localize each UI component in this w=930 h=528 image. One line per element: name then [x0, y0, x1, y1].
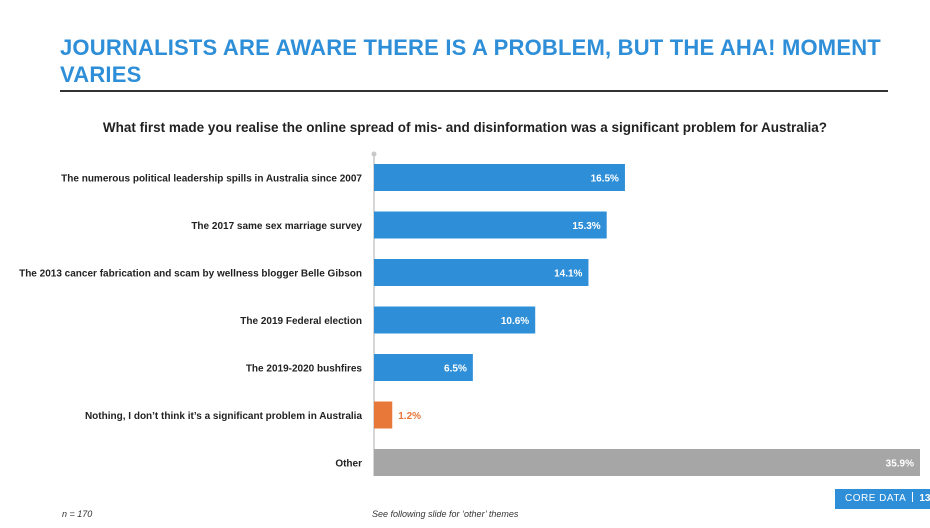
- bar: [374, 306, 536, 334]
- bar: [374, 259, 589, 286]
- value-label: 14.1%: [554, 269, 582, 280]
- category-label: The numerous political leadership spills…: [61, 174, 362, 185]
- axis-cap: [371, 151, 377, 157]
- other-themes-note: See following slide for ‘other’ themes: [372, 509, 519, 519]
- brand-footer: CORE DATA 13: [835, 489, 930, 509]
- title-underline: [60, 90, 888, 92]
- value-label: 15.3%: [572, 221, 600, 232]
- bar: [374, 401, 393, 429]
- bar: [374, 354, 473, 381]
- value-label: 6.5%: [444, 364, 467, 375]
- category-label: Nothing, I don’t think it’s a significan…: [85, 411, 362, 422]
- value-label: 10.6%: [501, 316, 529, 327]
- category-label: Other: [335, 459, 362, 470]
- category-label: The 2013 cancer fabrication and scam by …: [19, 269, 362, 280]
- sample-size-note: n = 170: [62, 509, 93, 519]
- bar-chart: The numerous political leadership spills…: [19, 151, 920, 476]
- brand-separator: [912, 492, 914, 502]
- slide-title: JOURNALISTS ARE AWARE THERE IS A PROBLEM…: [60, 35, 881, 87]
- bar: [374, 211, 607, 239]
- bar: [374, 449, 920, 476]
- bar: [374, 164, 625, 191]
- page-number: 13: [919, 493, 930, 504]
- category-label: The 2019 Federal election: [240, 316, 362, 327]
- brand-name: CORE DATA: [845, 493, 907, 504]
- value-label: 16.5%: [591, 174, 619, 185]
- value-label: 35.9%: [886, 459, 914, 470]
- category-label: The 2019-2020 bushfires: [246, 364, 363, 375]
- category-label: The 2017 same sex marriage survey: [191, 221, 362, 232]
- chart-question: What first made you realise the online s…: [102, 120, 828, 135]
- value-label: 1.2%: [398, 411, 421, 422]
